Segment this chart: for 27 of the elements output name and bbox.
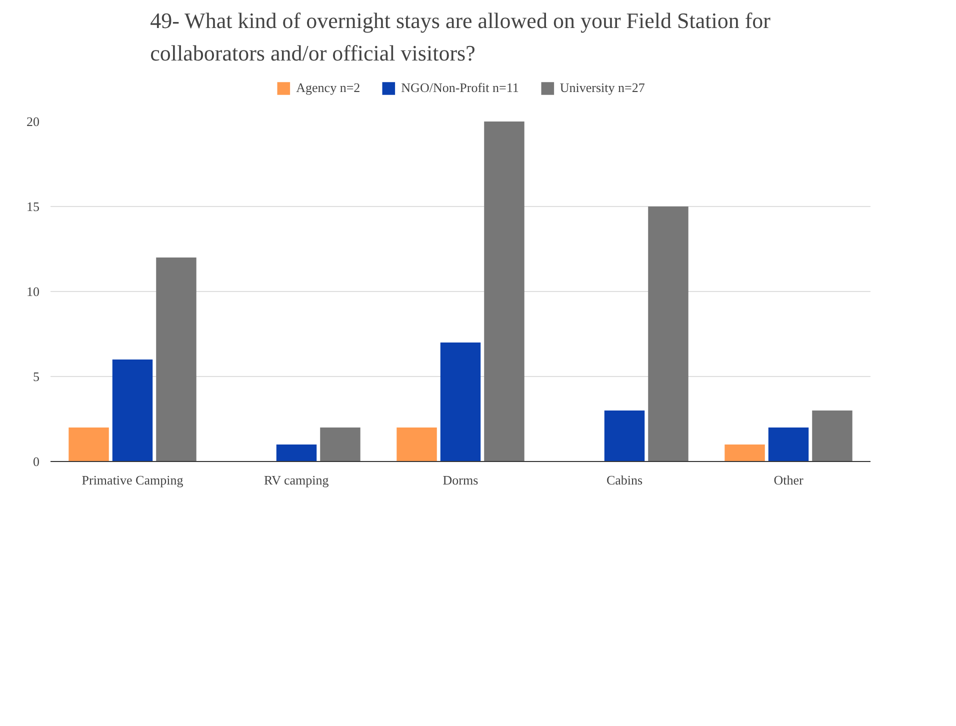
bar [68,428,109,462]
x-tick-label: Dorms [442,472,478,488]
x-tick-label: RV camping [264,472,330,488]
legend-label: Agency n=2 [296,80,360,96]
bar [112,360,153,462]
bar [156,258,196,462]
x-tick-label: Cabins [606,472,643,488]
y-tick-label: 5 [33,369,40,384]
bar [276,444,317,462]
y-tick-label: 10 [26,284,40,299]
x-tick-label: Primative Camping [82,472,184,488]
bar [396,428,437,462]
y-tick-label: 0 [33,454,40,469]
bar [724,444,765,462]
bar [604,410,645,462]
bar [320,428,360,462]
bar [648,206,688,462]
y-tick-label: 15 [26,199,40,214]
legend-label: NGO/Non-Profit n=11 [401,80,519,96]
y-tick-label: 20 [26,114,40,129]
bar [812,410,852,462]
x-tick-label: Other [774,472,804,488]
chart-title: 49- What kind of overnight stays are allowed on your Field Station for collaborators and/or official visitors? [150,8,772,66]
bar [484,122,524,462]
bar [768,428,809,462]
bar [440,342,481,462]
legend-label: University n=27 [560,80,645,96]
